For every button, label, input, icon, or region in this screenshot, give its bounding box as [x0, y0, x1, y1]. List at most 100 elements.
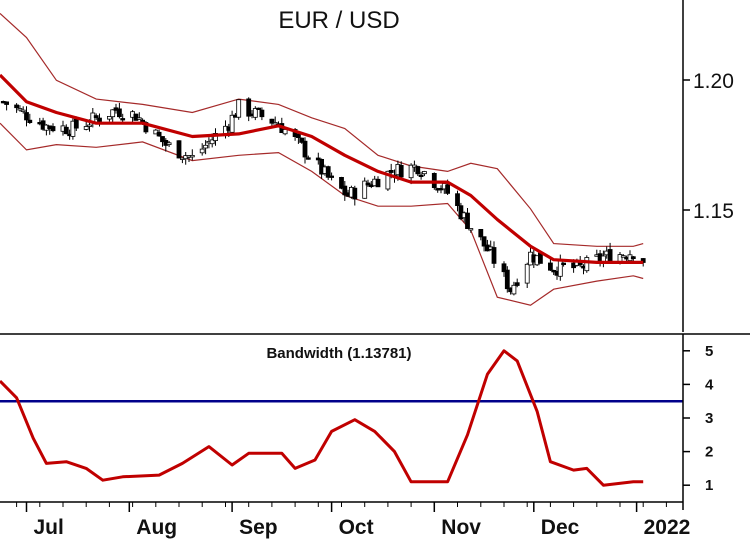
candlestick — [468, 228, 474, 233]
candle-body — [455, 193, 460, 206]
candle-body — [465, 212, 470, 230]
candle-body — [117, 108, 122, 118]
candlestick — [465, 208, 470, 230]
candle-body — [329, 175, 335, 178]
candlestick — [136, 112, 142, 120]
bandwidth-y-tick-label: 5 — [705, 343, 713, 360]
candlestick — [176, 140, 182, 159]
candlestick — [415, 165, 421, 176]
candle-body — [418, 174, 424, 178]
candlestick — [229, 110, 235, 134]
candlestick — [524, 262, 530, 288]
candlestick — [63, 124, 69, 135]
candle-body — [63, 126, 69, 135]
candle-body — [504, 269, 510, 290]
candlestick — [107, 116, 112, 122]
candle-body — [385, 170, 391, 190]
candlestick — [339, 176, 344, 190]
candlestick — [236, 99, 242, 120]
candle-body — [408, 164, 414, 179]
candle-body — [229, 114, 235, 133]
candlestick — [315, 152, 321, 165]
candle-body — [584, 257, 590, 272]
bandwidth-y-tick-label: 2 — [705, 444, 713, 461]
candlestick — [365, 179, 371, 187]
candlestick — [302, 137, 308, 164]
candle-body — [4, 101, 9, 105]
moving-average — [0, 73, 644, 264]
candlestick — [455, 190, 460, 212]
candlesticks — [0, 97, 646, 296]
candle-body — [388, 169, 394, 173]
candle-body — [17, 108, 23, 111]
candlestick — [342, 181, 348, 201]
candle-body — [20, 109, 26, 112]
candle-body — [24, 112, 29, 121]
candlestick — [110, 109, 116, 124]
candle-body — [491, 247, 497, 264]
candle-body — [50, 126, 56, 132]
bandwidth-series-line — [0, 349, 644, 487]
candle-body — [166, 142, 172, 146]
moving-average-line — [0, 73, 644, 264]
candlestick — [375, 176, 381, 188]
candle-body — [548, 262, 553, 271]
candle-body — [140, 119, 146, 123]
price-chart-title: EUR / USD — [278, 7, 399, 34]
bandwidth-y-tick-label: 1 — [705, 477, 713, 494]
candle-body — [27, 119, 33, 123]
x-tick-label: Nov — [441, 516, 481, 539]
candle-body — [83, 126, 89, 130]
candlestick — [156, 129, 162, 137]
candle-body — [133, 113, 139, 121]
x-tick-label: Dec — [541, 516, 580, 539]
candlestick — [203, 140, 209, 155]
candle-body — [272, 122, 278, 125]
x-axis: Jul Aug Sep Oct Nov Dec 2022 — [0, 501, 690, 539]
candlestick — [421, 170, 427, 177]
candle-body — [445, 184, 451, 194]
candle-body — [478, 228, 484, 238]
candle-body — [252, 108, 258, 118]
x-tick-label: Jul — [34, 516, 64, 539]
candle-body — [620, 255, 626, 258]
price-panel: EUR / USD 1.20 1.15 — [0, 0, 734, 332]
candlestick — [548, 259, 553, 271]
candlestick — [504, 266, 510, 293]
candlestick — [478, 228, 484, 241]
candle-body — [246, 98, 252, 117]
candlestick — [166, 141, 172, 147]
candle-body — [259, 109, 265, 118]
candle-body — [97, 117, 102, 122]
candlestick — [199, 143, 205, 156]
candle-body — [110, 109, 116, 118]
candlestick — [305, 155, 311, 160]
price-y-tick-label: 1.15 — [693, 200, 734, 223]
candle-body — [561, 262, 566, 266]
candle-body — [199, 148, 205, 154]
bollinger-bands — [0, 12, 644, 306]
price-y-axis: 1.20 1.15 — [682, 0, 734, 332]
candle-body — [524, 263, 530, 284]
x-tick-label: Oct — [339, 516, 374, 539]
upper-bollinger-band — [0, 12, 644, 247]
candlestick — [17, 105, 23, 112]
candlestick — [501, 261, 507, 277]
candlestick — [252, 106, 258, 121]
candlestick — [362, 177, 368, 199]
candlestick — [14, 103, 20, 113]
candlestick — [246, 97, 252, 122]
x-tick-label: Aug — [136, 516, 177, 539]
candlestick — [398, 161, 404, 178]
candle-body — [236, 99, 242, 118]
candle-body — [302, 140, 308, 158]
candlestick — [117, 102, 122, 119]
candle-body — [87, 124, 92, 127]
x-tick-label: Sep — [239, 516, 278, 539]
lower-bollinger-band — [0, 122, 644, 306]
candle-body — [189, 154, 195, 158]
candlestick — [491, 241, 497, 268]
candle-body — [305, 157, 311, 160]
candle-body — [256, 107, 262, 110]
candle-body — [325, 166, 331, 178]
